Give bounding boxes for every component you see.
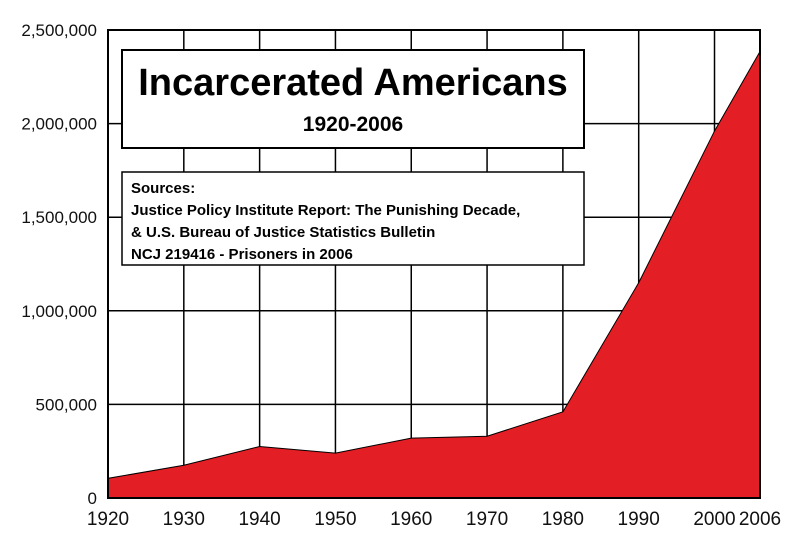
plot-frame [107,29,761,499]
x-tick-label-7: 1990 [618,509,660,530]
x-tick-label-0: 1920 [87,509,129,530]
y-tick-label-5: 2,500,000 [21,21,97,40]
plot-border [107,29,761,499]
y-tick-label-1: 500,000 [36,395,97,414]
x-tick-label-5: 1970 [466,509,508,530]
chart-title: Incarcerated Americans [138,62,568,104]
sources-box: Sources: Justice Policy Institute Report… [121,171,585,266]
chart-subtitle: 1920-2006 [303,113,403,136]
x-tick-label-2: 1940 [238,509,280,530]
y-tick-label-2: 1,000,000 [21,302,97,321]
x-tick-label-1: 1930 [163,509,205,530]
x-tick-label-6: 1980 [542,509,584,530]
title-box: Incarcerated Americans 1920-2006 [121,49,585,149]
sources-line-1: Sources: [131,180,195,197]
x-tick-label-8: 2000 [693,509,735,530]
y-tick-label-3: 1,500,000 [21,208,97,227]
y-tick-label-0: 0 [88,489,97,508]
sources-line-2: Justice Policy Institute Report: The Pun… [131,202,520,219]
y-tick-label-4: 2,000,000 [21,115,97,134]
x-tick-label-4: 1960 [390,509,432,530]
sources-line-3: & U.S. Bureau of Justice Statistics Bull… [131,224,435,241]
x-axis-tick-labels: 1920 1930 1940 1950 1960 1970 1980 1990 2000 2006 [87,509,781,530]
x-tick-label-9: 2006 [739,509,781,530]
x-tick-label-3: 1950 [314,509,356,530]
sources-line-4: NCJ 219416 - Prisoners in 2006 [131,246,353,263]
y-axis-tick-labels: 0 500,000 1,000,000 1,500,000 2,000,000 2,500… [21,21,97,508]
